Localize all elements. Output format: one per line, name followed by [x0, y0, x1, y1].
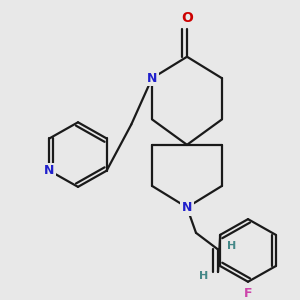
Text: N: N	[147, 72, 157, 85]
Text: N: N	[44, 164, 55, 177]
Text: N: N	[182, 201, 192, 214]
Text: H: H	[200, 271, 208, 281]
Text: F: F	[244, 287, 252, 300]
Text: O: O	[181, 11, 193, 25]
Text: H: H	[227, 241, 237, 250]
